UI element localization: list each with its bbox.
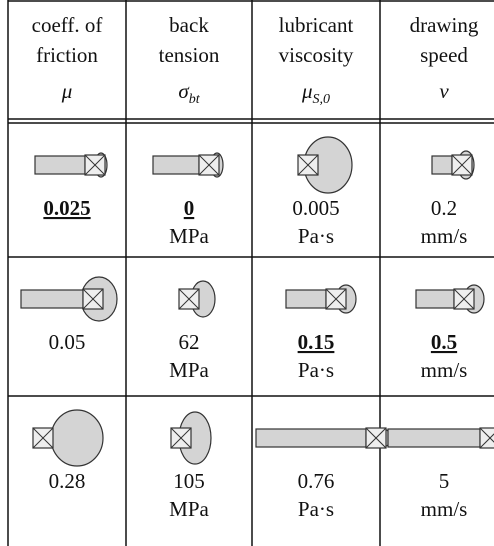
cell-unit: MPa: [169, 358, 209, 382]
cross: [479, 433, 494, 449]
header-line: viscosity: [279, 43, 354, 67]
header-line: drawing: [410, 13, 479, 37]
cell-unit: Pa·s: [298, 224, 334, 248]
cell-value: 0.025: [43, 196, 90, 220]
specimen-icon: [387, 427, 494, 449]
cross: [32, 427, 54, 449]
cross: [170, 427, 192, 449]
specimen-icon: [285, 284, 357, 314]
header-line: lubricant: [279, 13, 354, 37]
specimen-icon: [34, 152, 108, 178]
bar: [415, 289, 455, 309]
bar: [431, 155, 453, 175]
cell-value: 0.2: [431, 196, 457, 220]
header-symbol: μS,0: [301, 79, 330, 107]
cell-value: 5: [439, 469, 450, 493]
grid: [7, 0, 494, 546]
cross: [453, 288, 475, 310]
cell-value: 105: [173, 469, 205, 493]
cell-unit: mm/s: [421, 224, 468, 248]
cell-unit: Pa·s: [298, 497, 334, 521]
header-line: speed: [420, 43, 468, 67]
bar: [255, 428, 367, 448]
symbol: v: [439, 79, 449, 103]
cell-unit: MPa: [169, 224, 209, 248]
box: [479, 427, 494, 449]
cell-value: 0: [184, 196, 195, 220]
header-line: tension: [159, 43, 220, 67]
header-symbol: μ: [61, 79, 73, 103]
bar: [387, 428, 481, 448]
specimen-icon: [178, 280, 216, 318]
header-line: coeff. of: [32, 13, 103, 37]
cross: [365, 427, 387, 449]
header-symbol: σbt: [178, 79, 200, 107]
bar: [34, 155, 86, 175]
cell-unit: MPa: [169, 497, 209, 521]
symbol: σ: [178, 79, 190, 103]
bar: [285, 289, 327, 309]
header-line: back: [169, 13, 209, 37]
symbol-sub: S,0: [313, 92, 331, 107]
cross: [325, 288, 347, 310]
cell-value: 0.05: [49, 330, 86, 354]
specimen-icon: [32, 409, 104, 467]
cell-unit: mm/s: [421, 358, 468, 382]
cross: [297, 154, 319, 176]
symbol: μ: [61, 79, 73, 103]
cell-value: 0.28: [49, 469, 86, 493]
cell-value: 0.15: [298, 330, 335, 354]
symbol-sub: bt: [189, 92, 201, 107]
cell-value: 0.5: [431, 330, 457, 354]
header-line: friction: [36, 43, 98, 67]
bar: [20, 289, 84, 309]
cross: [82, 288, 104, 310]
specimen-icon: [170, 411, 212, 465]
specimen-icon: [297, 136, 353, 194]
cross: [198, 154, 220, 176]
specimen-icon: [255, 427, 391, 449]
header-symbol: v: [439, 79, 449, 103]
cell-value: 0.005: [292, 196, 339, 220]
cross: [84, 154, 106, 176]
specimen-icon: [20, 276, 118, 322]
cell-unit: mm/s: [421, 497, 468, 521]
specimen-icon: [152, 152, 224, 178]
specimen-icon: [431, 150, 475, 180]
cell-value: 62: [179, 330, 200, 354]
blob: [50, 409, 104, 467]
cross: [451, 154, 473, 176]
cross: [178, 288, 200, 310]
specimen-icon: [415, 284, 485, 314]
bar: [152, 155, 200, 175]
symbol: μ: [301, 79, 313, 103]
cell-value: 0.76: [298, 469, 335, 493]
cell-unit: Pa·s: [298, 358, 334, 382]
